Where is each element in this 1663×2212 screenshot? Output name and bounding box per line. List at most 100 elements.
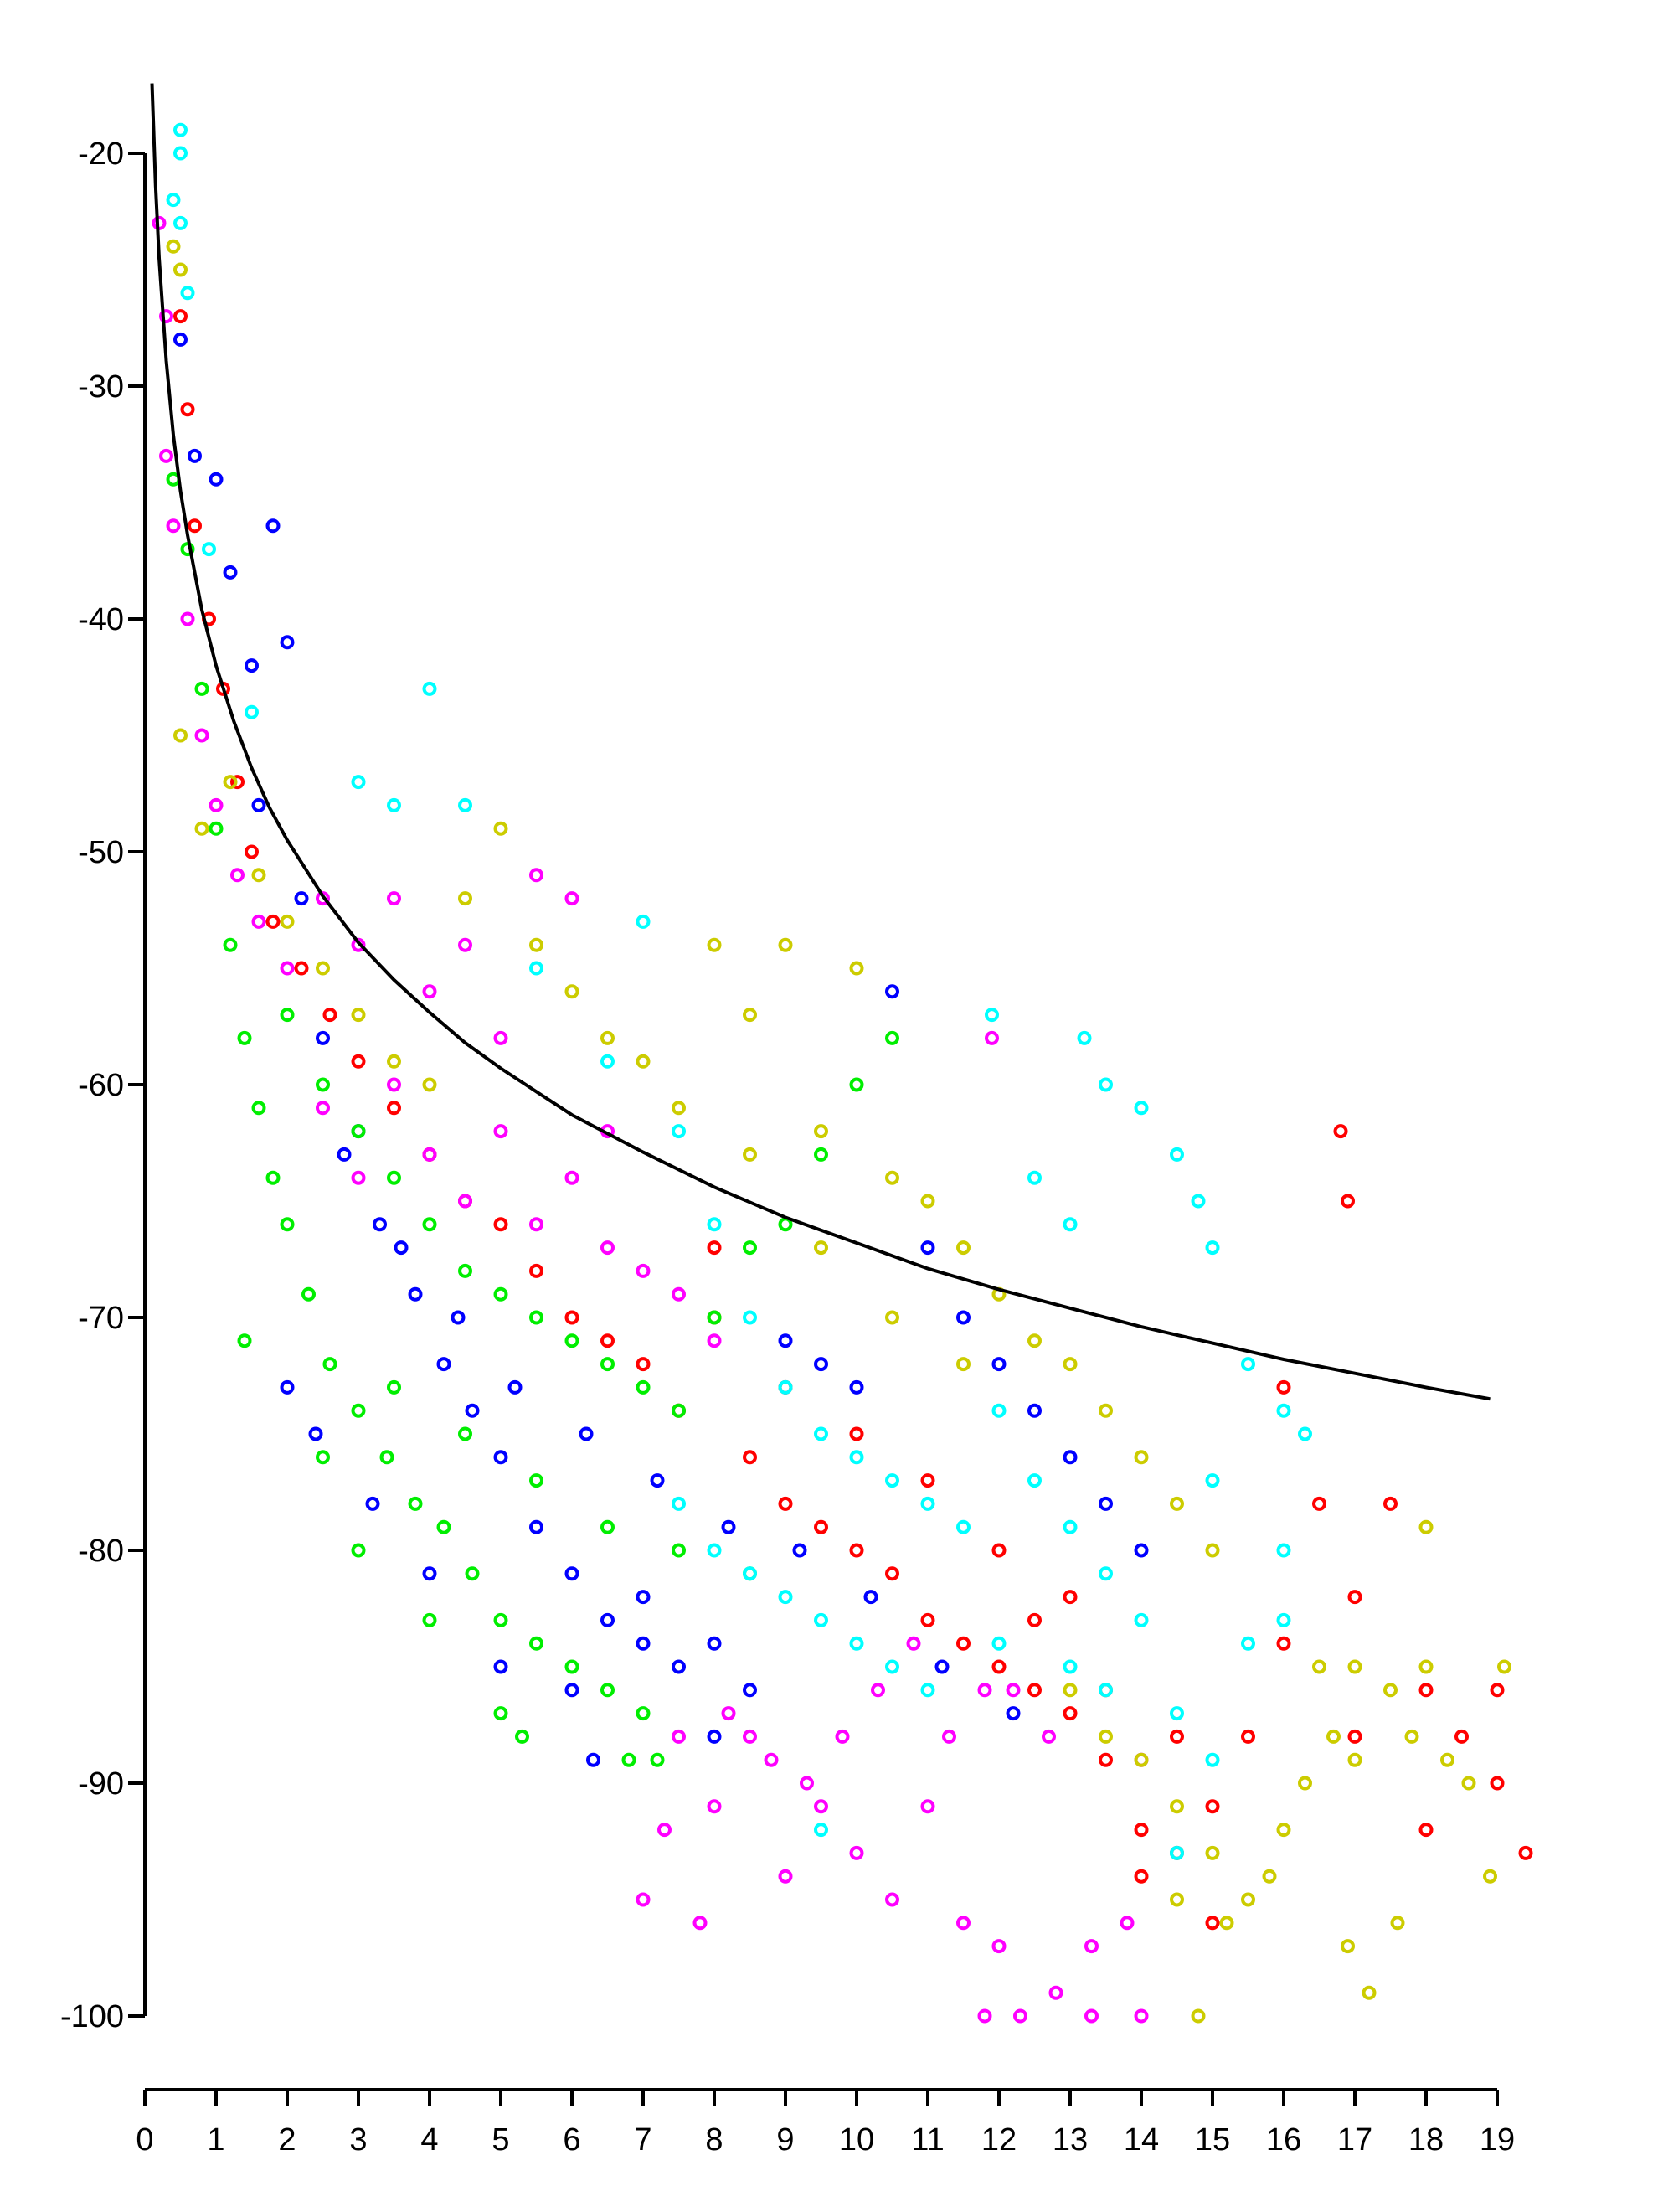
data-point	[251, 914, 266, 929]
data-point	[1099, 1403, 1113, 1418]
data-point	[1063, 1519, 1078, 1534]
data-point	[379, 1450, 394, 1465]
data-point	[650, 1752, 665, 1767]
data-point	[672, 1124, 686, 1139]
data-point	[1134, 1101, 1149, 1116]
data-point	[743, 1310, 757, 1325]
data-point	[351, 1008, 366, 1023]
data-point	[1063, 1706, 1078, 1721]
data-point	[956, 1916, 971, 1931]
data-point	[251, 797, 266, 812]
data-point	[863, 1590, 878, 1605]
data-point	[1027, 1403, 1042, 1418]
data-point	[650, 1473, 665, 1488]
data-points	[152, 122, 1533, 2024]
data-point	[636, 1054, 651, 1069]
data-point	[814, 1823, 828, 1838]
data-point	[672, 1729, 686, 1744]
x-tick-label: 13	[1053, 2122, 1088, 2158]
data-point	[672, 1403, 686, 1418]
data-point	[1205, 1799, 1220, 1814]
data-point	[465, 1403, 480, 1418]
data-point	[849, 1426, 864, 1441]
data-point	[920, 1496, 935, 1511]
data-point	[564, 891, 579, 906]
data-point	[237, 1030, 252, 1045]
data-point	[956, 1310, 971, 1325]
data-point	[1276, 1379, 1291, 1395]
data-point	[194, 728, 209, 743]
data-point	[885, 1310, 899, 1325]
data-point	[1048, 1985, 1063, 2000]
data-point	[1027, 1473, 1042, 1488]
data-point	[1497, 1659, 1511, 1674]
data-point	[1298, 1776, 1312, 1791]
data-point	[636, 1636, 651, 1651]
data-point	[394, 1240, 409, 1256]
data-point	[1027, 1612, 1042, 1627]
data-point	[849, 961, 864, 976]
data-point	[743, 1147, 757, 1162]
data-point	[721, 1519, 736, 1534]
data-point	[564, 1170, 579, 1185]
data-point	[436, 1357, 451, 1372]
data-point	[1099, 1729, 1113, 1744]
x-tick-label: 7	[634, 2122, 651, 2158]
data-point	[1042, 1729, 1056, 1744]
data-point	[849, 1845, 864, 1860]
data-point	[422, 984, 437, 999]
x-tick-label: 6	[563, 2122, 580, 2158]
data-point	[778, 1379, 793, 1395]
data-point	[173, 332, 188, 347]
data-point	[885, 1566, 899, 1581]
data-point	[493, 1706, 508, 1721]
data-point	[1099, 1496, 1113, 1511]
data-point	[1241, 1892, 1255, 1907]
data-point	[251, 868, 266, 883]
data-point	[1063, 1683, 1078, 1698]
data-point	[636, 1379, 651, 1395]
data-point	[515, 1729, 529, 1744]
data-point	[1027, 1170, 1042, 1185]
data-point	[707, 937, 722, 952]
data-point	[493, 1286, 508, 1302]
data-point	[600, 1240, 615, 1256]
data-point	[265, 518, 281, 534]
data-point	[814, 1240, 828, 1256]
data-point	[564, 1333, 579, 1348]
data-point	[600, 1054, 615, 1069]
data-point	[1013, 2008, 1027, 2024]
data-point	[636, 1706, 651, 1721]
data-point	[1347, 1659, 1362, 1674]
data-point	[1312, 1659, 1326, 1674]
data-point	[814, 1147, 828, 1162]
x-tick-label: 17	[1337, 2122, 1372, 2158]
data-point	[814, 1124, 828, 1139]
data-point	[1241, 1636, 1255, 1651]
data-point	[778, 1590, 793, 1605]
data-point	[351, 1170, 366, 1185]
data-point	[458, 1263, 472, 1278]
data-point	[1006, 1683, 1021, 1698]
data-point	[564, 1310, 579, 1325]
data-point	[1191, 1194, 1206, 1209]
data-point	[294, 891, 309, 906]
data-point	[600, 1333, 615, 1348]
data-point	[1418, 1823, 1434, 1838]
data-point	[1347, 1729, 1362, 1744]
data-point	[672, 1659, 686, 1674]
data-point	[849, 1450, 864, 1465]
data-point	[180, 286, 195, 301]
data-point	[1134, 1543, 1149, 1558]
data-point	[707, 1636, 722, 1651]
data-point	[778, 1496, 793, 1511]
data-point	[493, 1659, 508, 1674]
data-point	[194, 821, 209, 836]
data-point	[600, 1357, 615, 1372]
data-point	[173, 215, 188, 230]
data-point	[1276, 1543, 1291, 1558]
data-point	[1341, 1939, 1355, 1954]
data-point	[223, 937, 238, 952]
data-point	[920, 1194, 935, 1209]
data-point	[707, 1799, 722, 1814]
